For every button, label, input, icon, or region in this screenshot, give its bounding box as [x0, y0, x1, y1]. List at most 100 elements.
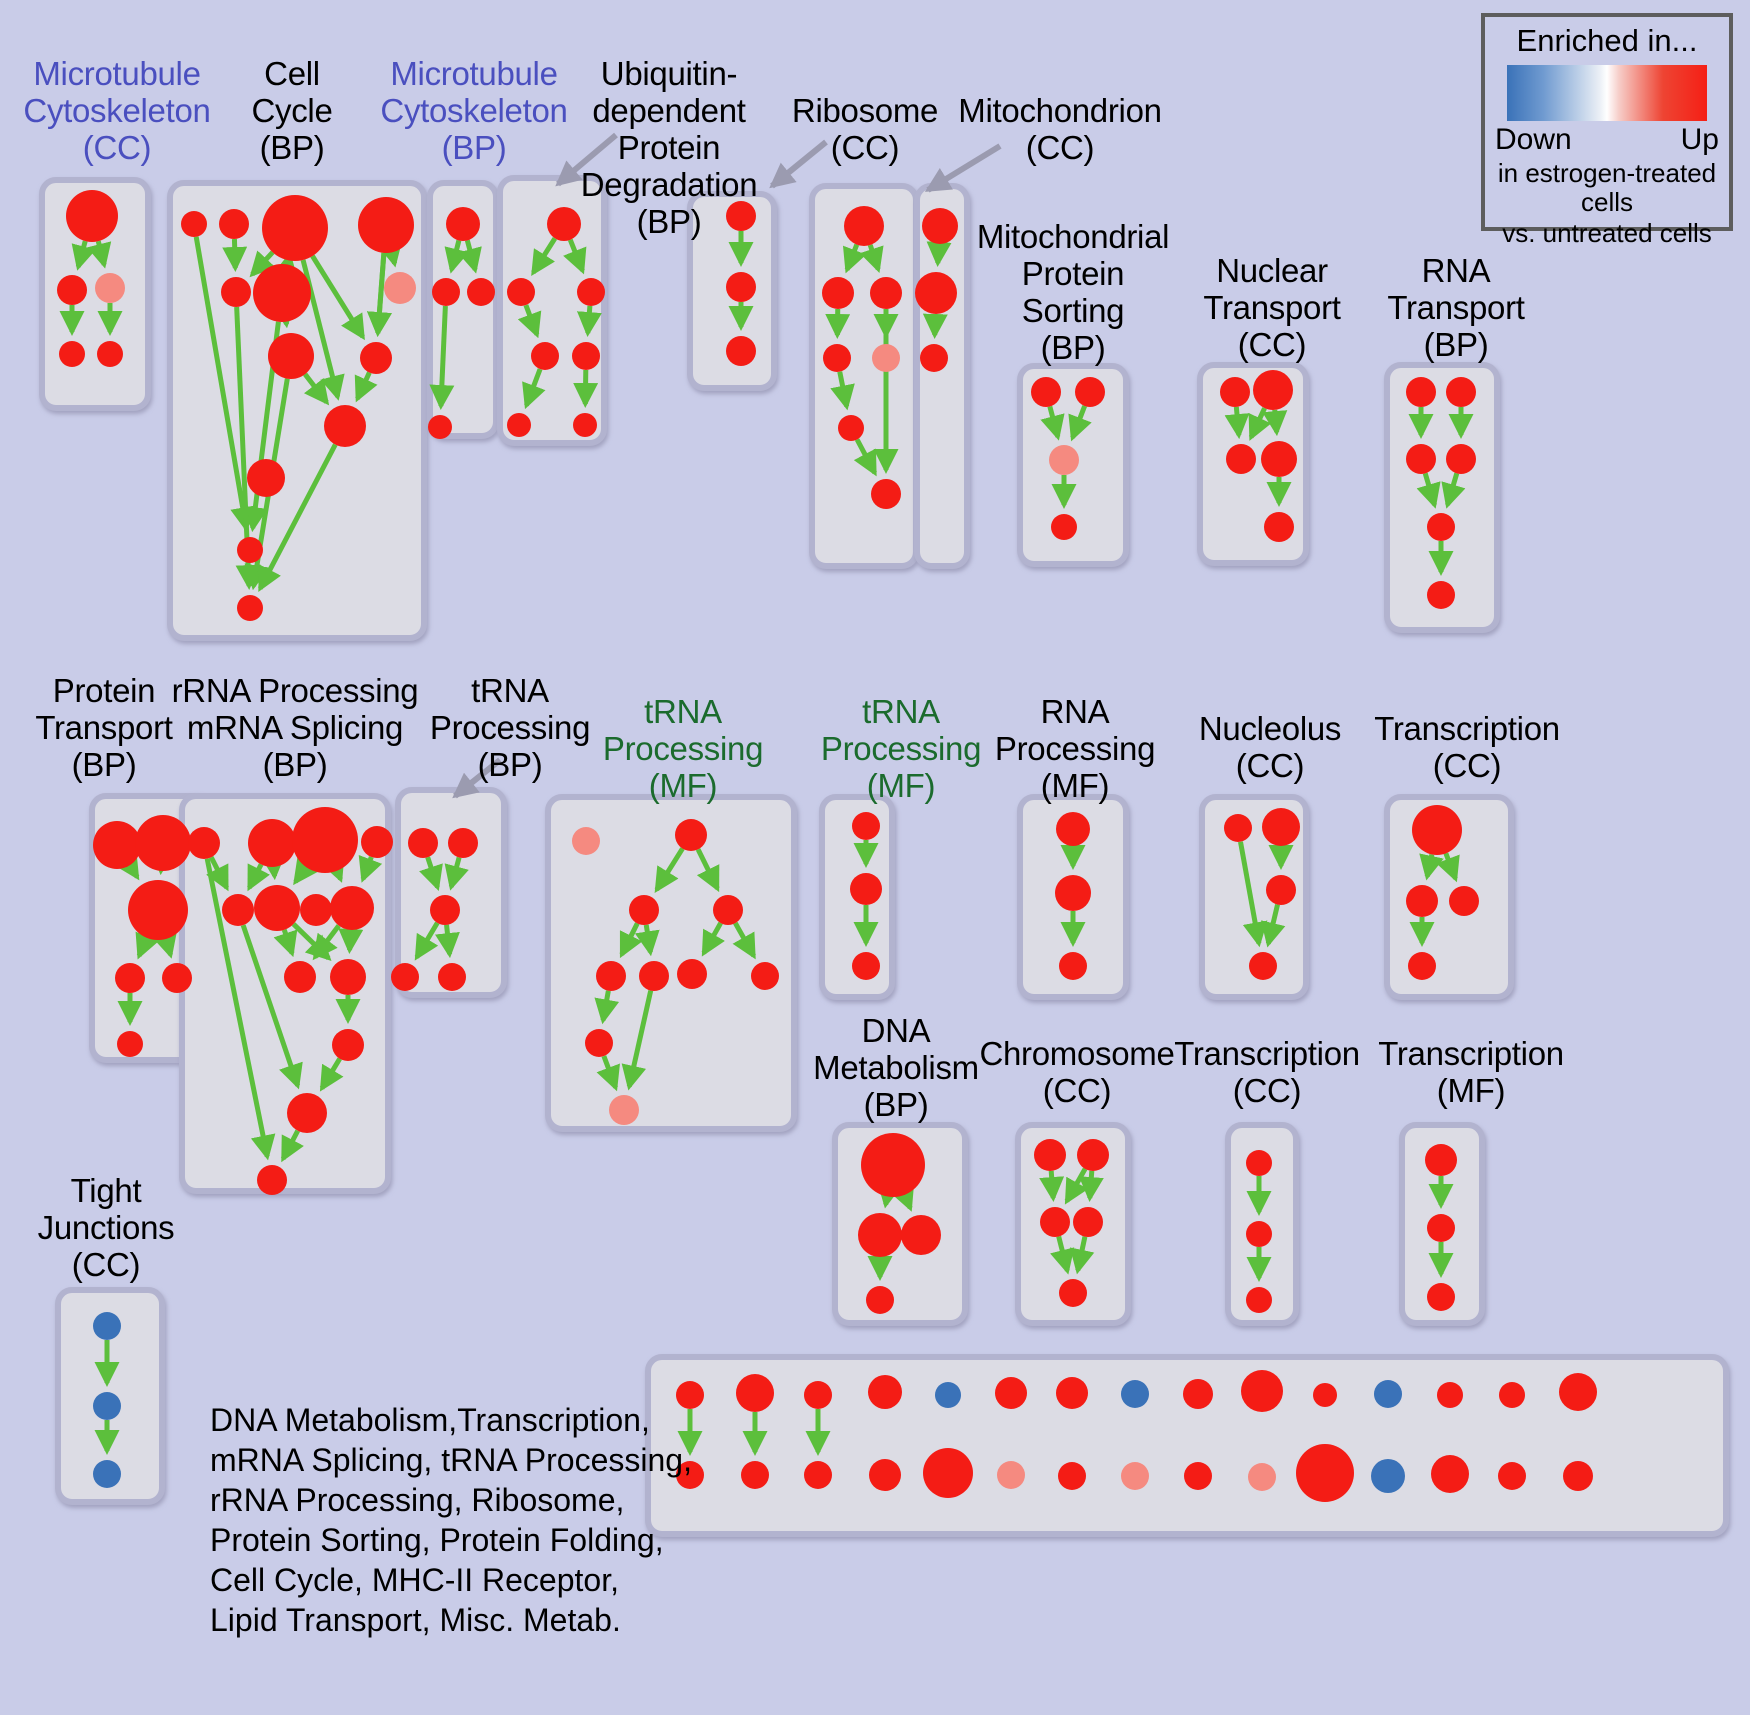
- network-node[interactable]: [609, 1095, 639, 1125]
- network-node[interactable]: [93, 821, 141, 869]
- network-node[interactable]: [93, 1312, 121, 1340]
- network-node[interactable]: [920, 344, 948, 372]
- network-node[interactable]: [629, 895, 659, 925]
- network-node[interactable]: [726, 272, 756, 302]
- network-node[interactable]: [858, 1213, 902, 1257]
- network-node[interactable]: [1184, 1462, 1212, 1490]
- network-node[interactable]: [1121, 1380, 1149, 1408]
- network-node[interactable]: [870, 277, 902, 309]
- network-node[interactable]: [866, 1286, 894, 1314]
- network-node[interactable]: [596, 961, 626, 991]
- network-node[interactable]: [1427, 1214, 1455, 1242]
- network-node[interactable]: [547, 207, 581, 241]
- network-node[interactable]: [324, 405, 366, 447]
- network-node[interactable]: [247, 459, 285, 497]
- network-node[interactable]: [467, 278, 495, 306]
- network-node[interactable]: [1437, 1382, 1463, 1408]
- network-node[interactable]: [915, 272, 957, 314]
- network-node[interactable]: [128, 880, 188, 940]
- network-node[interactable]: [736, 1374, 774, 1412]
- network-node[interactable]: [446, 207, 480, 241]
- network-node[interactable]: [1055, 875, 1091, 911]
- network-node[interactable]: [741, 1461, 769, 1489]
- network-node[interactable]: [901, 1215, 941, 1255]
- network-node[interactable]: [1051, 514, 1077, 540]
- network-node[interactable]: [1040, 1207, 1070, 1237]
- network-node[interactable]: [573, 413, 597, 437]
- network-node[interactable]: [1049, 445, 1079, 475]
- network-node[interactable]: [268, 333, 314, 379]
- network-node[interactable]: [162, 963, 192, 993]
- network-node[interactable]: [1261, 441, 1297, 477]
- network-node[interactable]: [222, 894, 254, 926]
- network-node[interactable]: [1056, 812, 1090, 846]
- network-node[interactable]: [822, 277, 854, 309]
- network-node[interactable]: [726, 336, 756, 366]
- network-node[interactable]: [1559, 1373, 1597, 1411]
- network-node[interactable]: [507, 413, 531, 437]
- network-node[interactable]: [1077, 1139, 1109, 1171]
- network-node[interactable]: [284, 961, 316, 993]
- network-node[interactable]: [97, 341, 123, 367]
- network-node[interactable]: [1266, 875, 1296, 905]
- network-node[interactable]: [408, 828, 438, 858]
- network-node[interactable]: [181, 211, 207, 237]
- network-node[interactable]: [361, 826, 393, 858]
- network-node[interactable]: [1313, 1383, 1337, 1407]
- network-node[interactable]: [1427, 581, 1455, 609]
- network-node[interactable]: [1248, 1463, 1276, 1491]
- network-node[interactable]: [221, 277, 251, 307]
- network-node[interactable]: [1406, 885, 1438, 917]
- network-node[interactable]: [804, 1381, 832, 1409]
- network-node[interactable]: [1034, 1139, 1066, 1171]
- network-node[interactable]: [1563, 1461, 1593, 1491]
- network-node[interactable]: [852, 812, 880, 840]
- network-node[interactable]: [923, 1448, 973, 1498]
- network-node[interactable]: [676, 1381, 704, 1409]
- network-node[interactable]: [1264, 512, 1294, 542]
- network-node[interactable]: [1406, 377, 1436, 407]
- network-node[interactable]: [844, 206, 884, 246]
- network-node[interactable]: [330, 886, 374, 930]
- network-node[interactable]: [1226, 444, 1256, 474]
- network-node[interactable]: [1431, 1455, 1469, 1493]
- network-node[interactable]: [838, 415, 864, 441]
- network-node[interactable]: [300, 894, 332, 926]
- network-node[interactable]: [852, 952, 880, 980]
- network-node[interactable]: [360, 342, 392, 374]
- network-node[interactable]: [997, 1461, 1025, 1489]
- network-node[interactable]: [1241, 1370, 1283, 1412]
- network-node[interactable]: [237, 537, 263, 563]
- network-node[interactable]: [95, 273, 125, 303]
- network-node[interactable]: [572, 342, 600, 370]
- network-node[interactable]: [384, 272, 416, 304]
- network-node[interactable]: [1446, 377, 1476, 407]
- network-node[interactable]: [438, 963, 466, 991]
- network-node[interactable]: [639, 961, 669, 991]
- network-node[interactable]: [248, 819, 296, 867]
- network-node[interactable]: [115, 963, 145, 993]
- network-node[interactable]: [432, 278, 460, 306]
- network-node[interactable]: [677, 959, 707, 989]
- network-node[interactable]: [1121, 1462, 1149, 1490]
- network-node[interactable]: [1449, 886, 1479, 916]
- network-node[interactable]: [1073, 1207, 1103, 1237]
- network-node[interactable]: [1446, 444, 1476, 474]
- network-node[interactable]: [1059, 1279, 1087, 1307]
- network-node[interactable]: [448, 828, 478, 858]
- network-node[interactable]: [330, 959, 366, 995]
- network-node[interactable]: [188, 827, 220, 859]
- network-node[interactable]: [577, 278, 605, 306]
- network-node[interactable]: [1427, 1283, 1455, 1311]
- network-node[interactable]: [1412, 805, 1462, 855]
- network-node[interactable]: [1253, 370, 1293, 410]
- network-node[interactable]: [823, 344, 851, 372]
- network-node[interactable]: [868, 1375, 902, 1409]
- network-node[interactable]: [93, 1392, 121, 1420]
- network-node[interactable]: [332, 1029, 364, 1061]
- network-node[interactable]: [1031, 377, 1061, 407]
- network-node[interactable]: [861, 1133, 925, 1197]
- network-node[interactable]: [1296, 1444, 1354, 1502]
- network-node[interactable]: [1498, 1462, 1526, 1490]
- network-node[interactable]: [287, 1093, 327, 1133]
